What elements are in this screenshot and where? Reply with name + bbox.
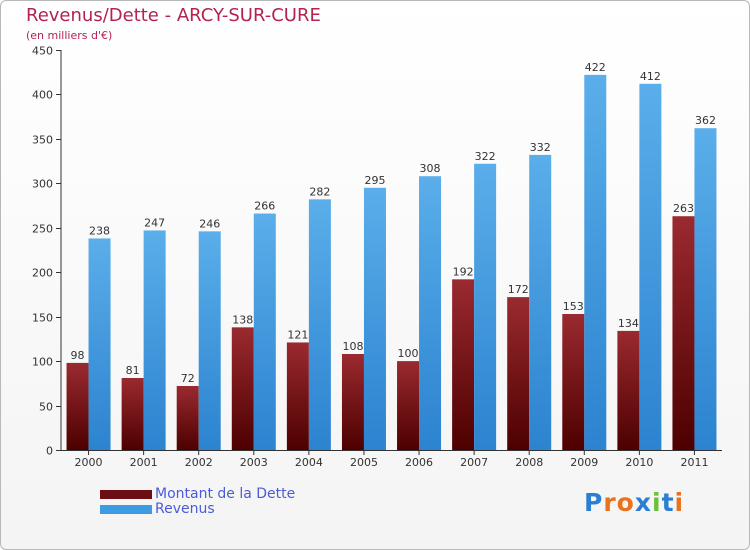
y-tick-label: 450	[32, 45, 53, 58]
data-label-dette: 263	[673, 202, 694, 215]
bar-revenus	[143, 230, 166, 450]
bar-dette	[286, 342, 309, 450]
data-label-revenus: 422	[585, 61, 606, 74]
y-tick-label: 350	[32, 134, 53, 147]
data-label-dette: 153	[563, 300, 584, 313]
bar-dette	[562, 314, 585, 450]
bar-dette	[66, 362, 89, 450]
logo-letter: r	[603, 488, 617, 517]
logo-letter: o	[616, 488, 635, 517]
data-label-dette: 100	[398, 347, 419, 360]
data-label-dette: 138	[232, 313, 253, 326]
x-tick-label: 2010	[625, 456, 653, 469]
data-label-revenus: 308	[420, 162, 441, 175]
data-label-dette: 98	[71, 349, 85, 362]
bar-dette	[672, 216, 695, 450]
data-label-revenus: 266	[254, 200, 275, 213]
y-tick-label: 250	[32, 223, 53, 236]
data-label-revenus: 332	[530, 141, 551, 154]
bar-revenus	[308, 199, 331, 450]
bar-revenus	[529, 154, 552, 450]
chart-data-labels: 98 238 81 247 72 246 138 266 121 282 108 295 100 308 1…	[71, 61, 716, 385]
bar-revenus	[198, 231, 221, 450]
logo-letter: i	[652, 488, 662, 517]
logo-letter: P	[584, 488, 604, 517]
bar-revenus	[639, 83, 662, 451]
y-tick-label: 400	[32, 89, 53, 102]
bar-dette	[397, 361, 420, 450]
legend-label-revenus: Revenus	[155, 501, 215, 517]
bar-revenus	[694, 128, 717, 450]
data-label-dette: 192	[453, 265, 474, 278]
data-label-dette: 121	[287, 328, 308, 341]
bar-dette	[507, 297, 530, 450]
bar-dette	[617, 330, 640, 450]
bar-revenus	[474, 163, 497, 450]
y-tick-label: 150	[32, 312, 53, 325]
bar-revenus	[419, 176, 442, 450]
x-tick-label: 2011	[680, 456, 708, 469]
x-tick-label: 2003	[240, 456, 268, 469]
data-label-revenus: 322	[475, 150, 496, 163]
chart-subtitle: (en milliers d'€)	[26, 29, 113, 42]
data-label-dette: 108	[342, 340, 363, 353]
bar-dette	[121, 378, 144, 450]
x-tick-label: 2002	[185, 456, 213, 469]
y-tick-label: 50	[39, 401, 53, 414]
legend-swatch-dette	[100, 490, 152, 499]
bar-revenus	[253, 213, 276, 450]
bar-revenus	[584, 74, 607, 450]
logo-letter: t	[661, 488, 675, 517]
legend-swatch-revenus	[100, 505, 152, 514]
y-tick-label: 200	[32, 267, 53, 280]
x-tick-label: 2009	[570, 456, 598, 469]
bar-dette	[231, 327, 254, 450]
y-tick-label: 300	[32, 178, 53, 191]
x-tick-label: 2007	[460, 456, 488, 469]
x-tick-label: 2005	[350, 456, 378, 469]
bar-dette	[341, 354, 364, 450]
bar-revenus	[88, 238, 111, 450]
data-label-dette: 134	[618, 317, 639, 330]
y-tick-label: 100	[32, 356, 53, 369]
bar-revenus	[363, 187, 386, 450]
data-label-revenus: 282	[309, 185, 330, 198]
y-tick-label: 0	[46, 445, 53, 458]
proxiti-logo: Proxiti	[584, 488, 684, 517]
data-label-revenus: 247	[144, 216, 165, 229]
x-tick-label: 2008	[515, 456, 543, 469]
bar-dette	[176, 386, 199, 450]
bar-dette	[452, 279, 475, 450]
chart-axes: 0 50 100 150 200 250 300 350 400 450 2000 2001 2002 2…	[32, 45, 722, 469]
data-label-dette: 72	[181, 372, 195, 385]
data-label-revenus: 412	[640, 70, 661, 83]
logo-letter: x	[634, 488, 652, 517]
chart-bars	[66, 74, 717, 451]
data-label-revenus: 362	[695, 114, 716, 127]
data-label-dette: 172	[508, 283, 529, 296]
legend-label-dette: Montant de la Dette	[155, 486, 296, 502]
logo-letter: i	[674, 488, 685, 517]
x-tick-label: 2001	[130, 456, 158, 469]
data-label-dette: 81	[126, 364, 140, 377]
chart-title: Revenus/Dette - ARCY-SUR-CURE	[26, 5, 321, 26]
data-label-revenus: 295	[364, 174, 385, 187]
x-tick-label: 2006	[405, 456, 433, 469]
x-tick-label: 2000	[75, 456, 103, 469]
data-label-revenus: 246	[199, 217, 220, 230]
data-label-revenus: 238	[89, 224, 110, 237]
x-tick-label: 2004	[295, 456, 323, 469]
